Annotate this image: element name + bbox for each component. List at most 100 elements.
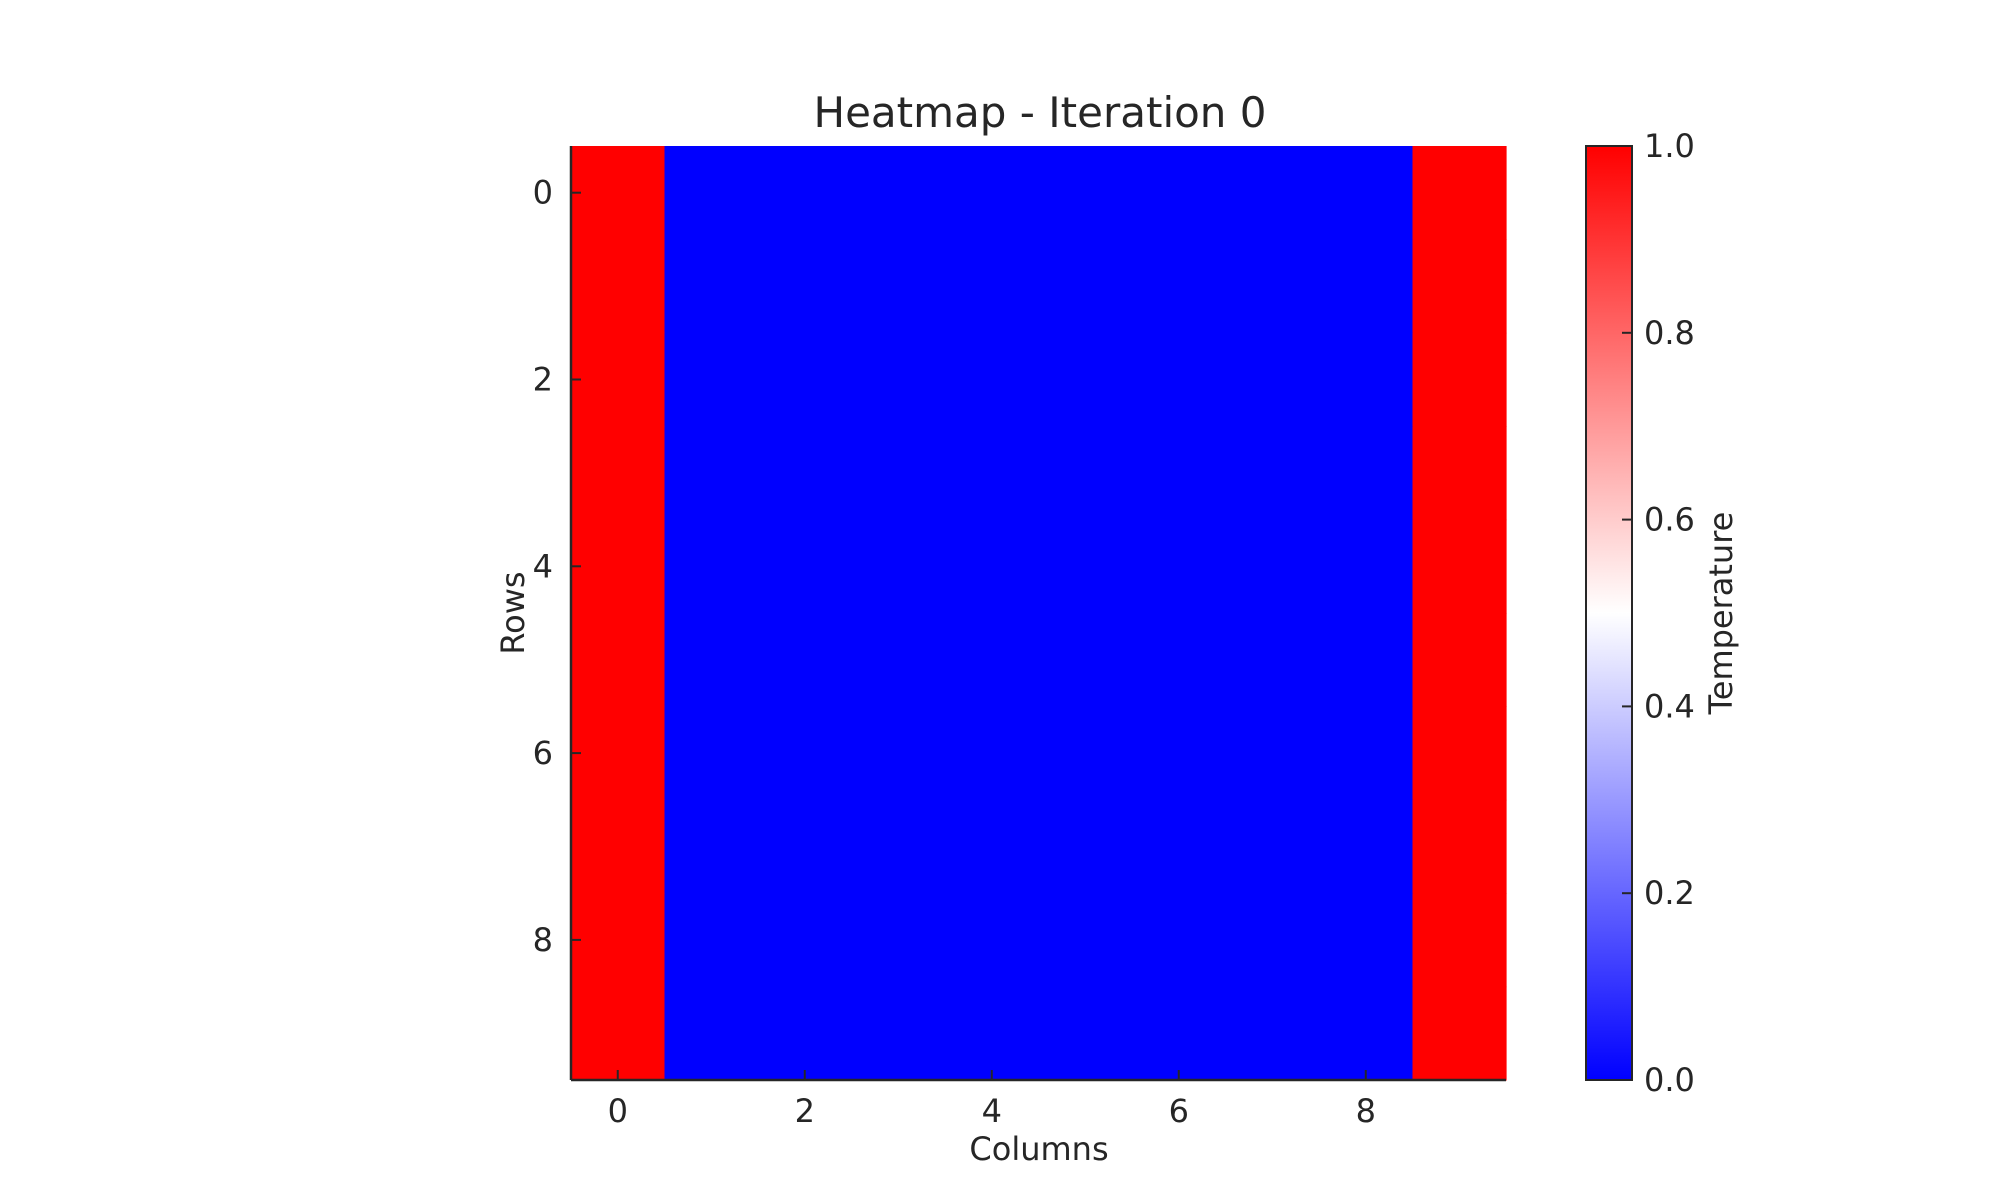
heatmap-cell-r5-c6 <box>1132 613 1227 707</box>
heatmap-cell-r6-c5 <box>1038 706 1133 801</box>
heatmap-cell-r2-c9 <box>1412 332 1507 427</box>
heatmap-cell-r6-c3 <box>851 706 946 801</box>
heatmap-cell-r0-c7 <box>1225 146 1320 240</box>
heatmap-cell-r1-c2 <box>758 239 853 334</box>
heatmap-cell-r8-c3 <box>851 893 946 988</box>
heatmap-cell-r7-c6 <box>1132 799 1227 894</box>
heatmap-cell-r4-c0 <box>571 519 666 614</box>
heatmap-cell-r0-c8 <box>1319 146 1414 240</box>
heatmap-cell-r1-c3 <box>851 239 946 334</box>
heatmap-cell-r2-c8 <box>1319 332 1414 427</box>
heatmap-cell-r2-c3 <box>851 332 946 427</box>
heatmap-cell-r4-c2 <box>758 519 853 614</box>
chart-title: Heatmap - Iteration 0 <box>813 88 1266 137</box>
heatmap-cell-r8-c9 <box>1412 893 1507 988</box>
heatmap-cell-r9-c5 <box>1038 986 1133 1081</box>
colorbar-label: Temperature <box>1702 512 1740 716</box>
heatmap-cell-r9-c7 <box>1225 986 1320 1081</box>
heatmap-cell-r8-c2 <box>758 893 853 988</box>
heatmap-cell-r5-c7 <box>1225 613 1320 707</box>
heatmap-cell-r4-c1 <box>664 519 759 614</box>
heatmap-cell-r3-c1 <box>664 426 759 521</box>
heatmap-cell-r3-c8 <box>1319 426 1414 521</box>
heatmap-cell-r9-c0 <box>571 986 666 1081</box>
x-axis-label: Columns <box>969 1130 1108 1168</box>
heatmap-cell-r6-c0 <box>571 706 666 801</box>
heatmap-cell-r1-c0 <box>571 239 666 334</box>
colorbar-tick-label: 0.4 <box>1644 687 1695 725</box>
heatmap-cell-r1-c7 <box>1225 239 1320 334</box>
heatmap-cell-r7-c5 <box>1038 799 1133 894</box>
heatmap-cell-r5-c9 <box>1412 613 1507 707</box>
heatmap-cell-r3-c0 <box>571 426 666 521</box>
heatmap-cell-r4-c9 <box>1412 519 1507 614</box>
x-tick-label: 0 <box>608 1092 628 1130</box>
heatmap-cell-r7-c4 <box>945 799 1040 894</box>
heatmap-cell-r9-c8 <box>1319 986 1414 1081</box>
x-tick-label: 4 <box>982 1092 1002 1130</box>
x-tick-label: 6 <box>1169 1092 1189 1130</box>
heatmap-cell-r0-c6 <box>1132 146 1227 240</box>
y-tick-label: 6 <box>533 734 553 772</box>
y-axis-label: Rows <box>494 571 532 654</box>
heatmap-cell-r2-c4 <box>945 332 1040 427</box>
heatmap-cell-r9-c4 <box>945 986 1040 1081</box>
heatmap-cell-r6-c7 <box>1225 706 1320 801</box>
heatmap-cell-r2-c7 <box>1225 332 1320 427</box>
heatmap-cell-r6-c2 <box>758 706 853 801</box>
heatmap-cell-r2-c1 <box>664 332 759 427</box>
heatmap-cell-r1-c5 <box>1038 239 1133 334</box>
y-tick-label: 4 <box>533 547 553 585</box>
heatmap-cell-r5-c4 <box>945 613 1040 707</box>
heatmap-cell-r4-c6 <box>1132 519 1227 614</box>
heatmap-cell-r6-c1 <box>664 706 759 801</box>
heatmap-cell-r7-c1 <box>664 799 759 894</box>
heatmap-cell-r3-c2 <box>758 426 853 521</box>
heatmap-cell-r2-c2 <box>758 332 853 427</box>
x-tick-label: 2 <box>795 1092 815 1130</box>
heatmap-cell-r7-c3 <box>851 799 946 894</box>
colorbar-tick-label: 0.6 <box>1644 501 1695 539</box>
heatmap-cell-r5-c3 <box>851 613 946 707</box>
heatmap-cell-r9-c3 <box>851 986 946 1081</box>
heatmap-cell-r1-c4 <box>945 239 1040 334</box>
heatmap-cell-r8-c5 <box>1038 893 1133 988</box>
y-tick-label: 0 <box>533 174 553 212</box>
colorbar-tick-label: 0.2 <box>1644 874 1695 912</box>
heatmap-cell-r8-c7 <box>1225 893 1320 988</box>
heatmap-cells <box>571 146 1507 1081</box>
heatmap-cell-r8-c4 <box>945 893 1040 988</box>
heatmap-cell-r7-c8 <box>1319 799 1414 894</box>
heatmap-cell-r5-c1 <box>664 613 759 707</box>
heatmap-cell-r1-c9 <box>1412 239 1507 334</box>
heatmap-cell-r3-c4 <box>945 426 1040 521</box>
heatmap-cell-r2-c0 <box>571 332 666 427</box>
heatmap-cell-r4-c8 <box>1319 519 1414 614</box>
heatmap-cell-r9-c6 <box>1132 986 1227 1081</box>
heatmap-cell-r7-c7 <box>1225 799 1320 894</box>
heatmap-cell-r5-c8 <box>1319 613 1414 707</box>
heatmap-cell-r8-c1 <box>664 893 759 988</box>
y-tick-label: 8 <box>533 921 553 959</box>
heatmap-cell-r0-c2 <box>758 146 853 240</box>
heatmap-cell-r5-c0 <box>571 613 666 707</box>
heatmap-cell-r8-c6 <box>1132 893 1227 988</box>
heatmap-cell-r3-c7 <box>1225 426 1320 521</box>
heatmap-cell-r8-c0 <box>571 893 666 988</box>
heatmap-cell-r9-c1 <box>664 986 759 1081</box>
y-axis-ticks: 0 2 4 6 8 <box>533 174 581 959</box>
heatmap-cell-r0-c5 <box>1038 146 1133 240</box>
heatmap-cell-r7-c0 <box>571 799 666 894</box>
heatmap-cell-r9-c2 <box>758 986 853 1081</box>
heatmap-cell-r1-c6 <box>1132 239 1227 334</box>
heatmap-cell-r6-c4 <box>945 706 1040 801</box>
heatmap-cell-r0-c9 <box>1412 146 1507 240</box>
heatmap-cell-r3-c9 <box>1412 426 1507 521</box>
heatmap-cell-r0-c0 <box>571 146 666 240</box>
heatmap-cell-r6-c6 <box>1132 706 1227 801</box>
heatmap-cell-r1-c8 <box>1319 239 1414 334</box>
heatmap-cell-r6-c9 <box>1412 706 1507 801</box>
x-axis-ticks: 0 2 4 6 8 <box>608 1070 1376 1130</box>
heatmap-cell-r8-c8 <box>1319 893 1414 988</box>
